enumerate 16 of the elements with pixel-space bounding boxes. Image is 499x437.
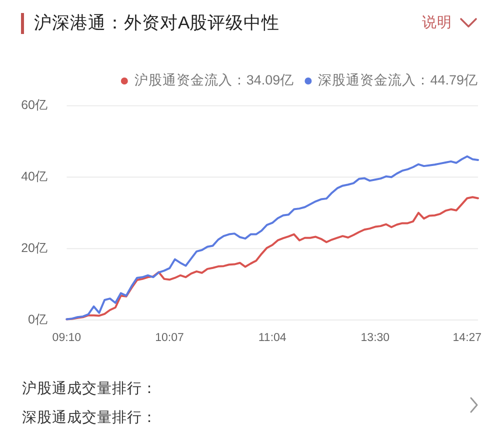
x-tick-label: 13:30 xyxy=(360,332,390,344)
x-tick-label: 11:04 xyxy=(258,332,287,344)
legend-label: 沪股通资金流入：34.09亿 xyxy=(134,72,294,88)
x-tick-label: 09:10 xyxy=(52,332,82,344)
text: 说明 xyxy=(422,14,452,31)
x-tick-label: 14:27 xyxy=(452,332,482,344)
text: 深股通成交量排行： xyxy=(22,408,157,426)
text: 沪股通成交量排行： xyxy=(22,380,157,397)
legend-label: 深股通资金流入：44.79亿 xyxy=(318,72,478,88)
y-tick-label: 0亿 xyxy=(28,312,48,326)
x-tick-label: 10:07 xyxy=(155,332,184,344)
line-series xyxy=(66,155,479,320)
y-tick-label: 20亿 xyxy=(21,240,48,255)
y-tick-label: 40亿 xyxy=(21,169,48,184)
chart-title: 沪深港通：外资对A股评级中性 xyxy=(34,12,280,33)
y-tick-label: 60亿 xyxy=(21,98,48,112)
